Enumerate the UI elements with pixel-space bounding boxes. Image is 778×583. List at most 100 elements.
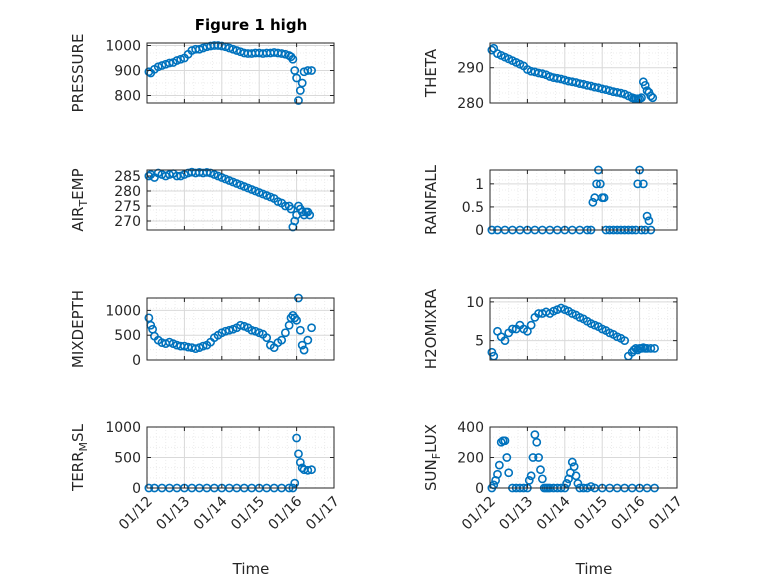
y-axis-label-sun-flux: SUNFLUX [422,424,443,491]
axes-box [489,169,678,231]
data-point [144,313,154,323]
y-tick-label: 1000 [105,303,141,319]
data-point [644,216,654,226]
data-point [536,465,545,475]
data-point [633,179,643,189]
y-tick-label: 500 [114,451,141,467]
data-point [194,44,204,54]
data-point [307,66,316,75]
data-point [224,325,234,335]
data-point [228,44,238,54]
data-point [588,197,598,207]
y-tick-label: 0 [475,481,484,497]
y-tick-label: 900 [114,64,141,80]
data-point [172,56,182,65]
y-tick-label: 0.5 [462,200,484,216]
y-axis-label-theta: THETA [422,48,440,98]
data-point [601,85,611,94]
subplot-h2omixra: 5 10 H2OMIXRA [422,288,678,369]
data-point [650,343,659,353]
data-point [262,333,272,343]
data-point [638,179,648,189]
data-point [523,326,532,336]
axes-box [489,42,678,104]
x-axis-label-right: Time [575,560,613,578]
axes-box [146,42,335,104]
data-point [280,328,290,338]
data-point [247,325,257,335]
data-point [288,54,298,64]
data-point [571,471,581,481]
data-point [303,465,313,475]
data-point [305,210,315,220]
data-point [297,78,307,88]
axes-box [146,297,335,361]
data-point [526,471,536,481]
y-tick-label: 285 [114,169,141,185]
data-point [295,457,305,467]
data-point [224,43,234,53]
y-tick-label: 10 [466,295,484,311]
data-point [569,462,579,472]
y-tick-label: 0 [132,353,141,369]
data-point [297,340,307,350]
x-tick-label: 01/12 [459,494,499,534]
y-tick-label: 280 [114,184,141,200]
data-point [493,469,502,479]
x-tick-label: 01/16 [609,493,649,533]
data-point [294,449,303,459]
data-point [524,475,534,485]
data-point [292,73,301,83]
data-point [528,453,538,462]
x-tick-label: 01/16 [266,493,306,533]
data-point [637,93,646,103]
data-point [286,204,296,214]
data-point [648,93,658,103]
data-point [191,344,201,353]
data-point [299,345,309,355]
subplot-theta: 280 290 THETA [422,42,678,112]
data-point [153,62,163,72]
data-point [295,325,305,335]
data-point [595,179,605,189]
data-point [165,58,174,68]
y-axis-label-air-temp: AIRTEMP [69,168,90,231]
data-point [303,66,313,75]
data-point [592,179,601,189]
data-point [646,91,656,101]
data-point [292,433,301,443]
data-point [599,193,609,203]
y-axis-label-terr-msl: TERRMSL [69,423,90,492]
data-point [642,211,652,221]
x-tick-label: 01/14 [534,493,574,533]
data-point [504,468,514,478]
subplot-mixdepth: 0 500 1000 MIXDEPTH [69,290,335,369]
y-tick-label: 1000 [105,420,141,436]
data-point [620,336,630,346]
data-point [232,46,242,55]
x-tick-label: 01/12 [116,494,156,534]
data-point [616,88,626,98]
x-tick-label: 01/13 [496,494,536,534]
data-point [500,436,510,446]
y-tick-label: 1 [475,177,484,193]
y-tick-label: 500 [114,328,141,344]
y-tick-label: 270 [114,214,141,230]
data-point [303,335,313,345]
data-point [307,323,316,333]
figure-title: Figure 1 high [195,16,308,34]
data-point [236,320,245,330]
data-point [202,167,212,177]
y-tick-label: 0 [132,481,141,497]
y-axis-label-pressure: PRESSURE [69,34,87,113]
y-tick-label: 280 [457,96,484,112]
axes-box [489,297,678,361]
y-tick-label: 1000 [105,39,141,55]
data-point [198,341,208,351]
data-point [284,320,294,330]
y-tick-label: 290 [457,61,484,77]
data-point [567,457,577,467]
data-point [646,343,656,353]
